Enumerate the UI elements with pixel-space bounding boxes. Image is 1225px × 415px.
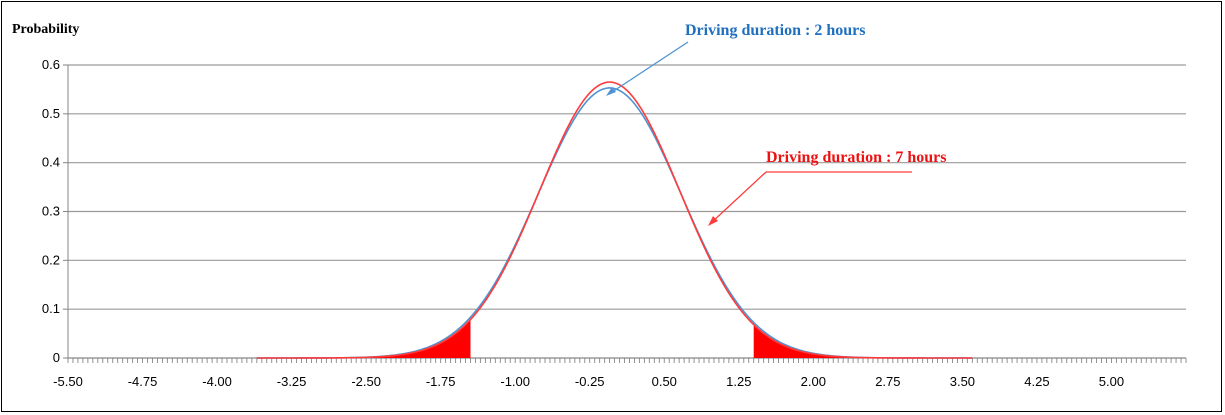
y-tick-label: 0.4 — [42, 155, 60, 170]
annotation-2-hours-arrowhead — [606, 87, 616, 96]
annotation-2-hours: Driving duration : 2 hours — [606, 22, 865, 96]
x-tick-label: 2.75 — [875, 374, 900, 389]
x-tick-label: 0.50 — [652, 374, 677, 389]
series-curves — [256, 81, 973, 359]
x-tick-label: 3.50 — [950, 374, 975, 389]
y-tick-label: 0 — [53, 350, 60, 365]
x-tick-label: -1.75 — [426, 374, 456, 389]
y-tick-label: 0.1 — [42, 301, 60, 316]
tick-labels: 0 0.1 0.2 0.3 0.4 0.5 0.6 -5.50 -4.75 -4.00 -3.25 -… — [42, 57, 1124, 389]
right-tail-area — [753, 324, 933, 358]
annotation-7-hours-arrow — [710, 171, 767, 224]
y-tick-label: 0.6 — [42, 57, 60, 72]
x-tick-label: 5.00 — [1099, 374, 1124, 389]
left-tail-area — [296, 319, 471, 358]
series-line-2-hours — [256, 87, 973, 359]
y-axis-label: Probability — [12, 22, 79, 37]
annotation-2-hours-label: Driving duration : 2 hours — [685, 22, 865, 39]
y-tick-label: 0.5 — [42, 106, 60, 121]
series-line-7-hours — [256, 81, 973, 359]
x-tick-label: -5.50 — [53, 374, 83, 389]
x-minor-ticks-path — [67, 358, 1187, 363]
annotation-7-hours-arrowhead — [708, 216, 718, 226]
x-axis-minor-ticks — [67, 358, 1187, 363]
x-tick-label: -1.00 — [500, 374, 530, 389]
annotation-7-hours-label: Driving duration : 7 hours — [766, 149, 946, 166]
x-tick-label: -4.00 — [202, 374, 232, 389]
annotation-2-hours-arrow — [608, 41, 689, 95]
y-tick-label: 0.3 — [42, 204, 60, 219]
x-tick-label: 1.25 — [726, 374, 751, 389]
y-tick-label: 0.2 — [42, 252, 60, 267]
x-tick-label: 2.00 — [801, 374, 826, 389]
x-tick-label: -4.75 — [128, 374, 158, 389]
x-tick-label: -3.25 — [277, 374, 307, 389]
annotation-7-hours: Driving duration : 7 hours — [708, 149, 946, 226]
shaded-tails — [296, 319, 933, 358]
x-tick-label: -0.25 — [575, 374, 605, 389]
x-tick-label: -2.50 — [351, 374, 381, 389]
gridlines — [63, 64, 1186, 359]
x-tick-label: 4.25 — [1024, 374, 1049, 389]
